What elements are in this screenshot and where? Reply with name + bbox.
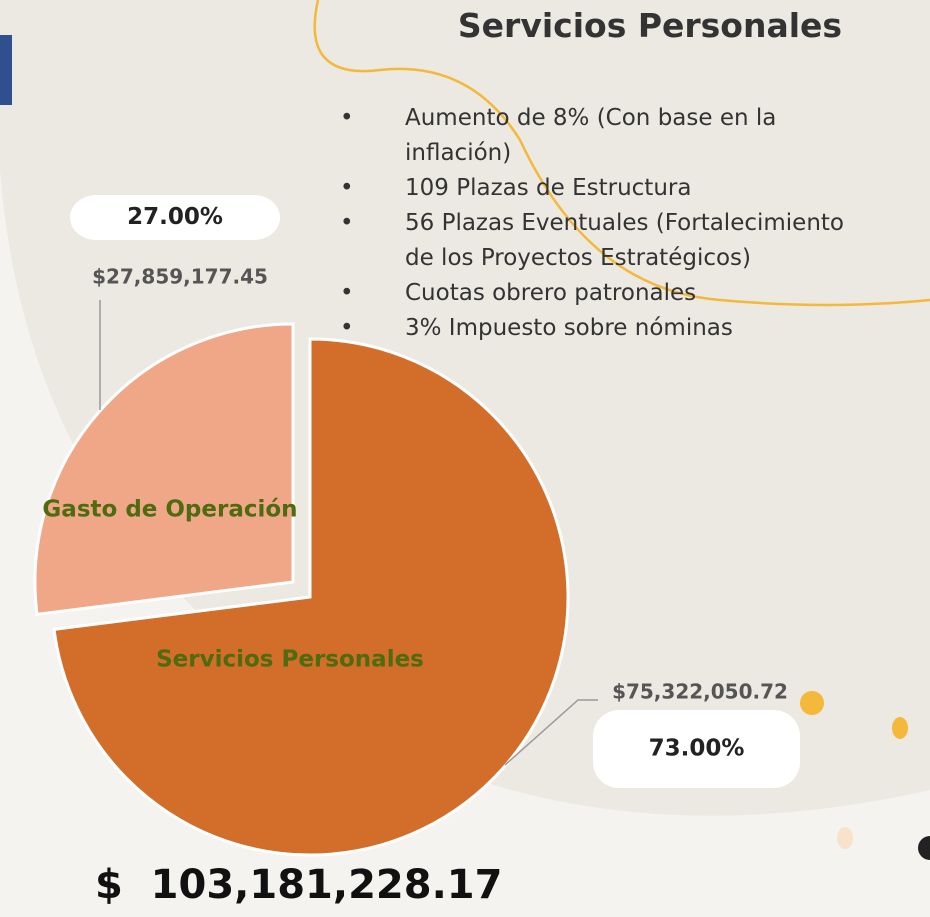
bullet: 56 Plazas Eventuales (Fortalecimiento de… — [340, 206, 880, 276]
deco-dot — [800, 691, 824, 715]
bullet: 3% Impuesto sobre nóminas — [340, 311, 880, 346]
bullet: Cuotas obrero patronales — [340, 276, 880, 311]
pie-slice — [35, 324, 293, 614]
slide-title: Servicios Personales — [400, 6, 900, 45]
amount-label: $27,859,177.45 — [92, 265, 268, 289]
total: $ 103,181,228.17 — [95, 862, 502, 908]
percent-label: 73.00% — [649, 736, 745, 762]
amount-label: $75,322,050.72 — [612, 680, 788, 704]
deco-dot — [837, 827, 853, 849]
deco-block — [0, 35, 12, 105]
slice-label: Gasto de Operación — [42, 497, 297, 523]
bullet: 109 Plazas de Estructura — [340, 171, 880, 206]
deco-dot — [892, 717, 908, 739]
bullet: Aumento de 8% (Con base en la inflación) — [340, 101, 880, 171]
slide: Servicios Personales Gasto de Operación 7… — [0, 0, 930, 917]
slice-label: Servicios Personales — [156, 647, 424, 673]
percent-label: 27.00% — [127, 204, 223, 230]
bullet-list: Aumento de 8% (Con base en la inflación)… — [340, 101, 880, 346]
